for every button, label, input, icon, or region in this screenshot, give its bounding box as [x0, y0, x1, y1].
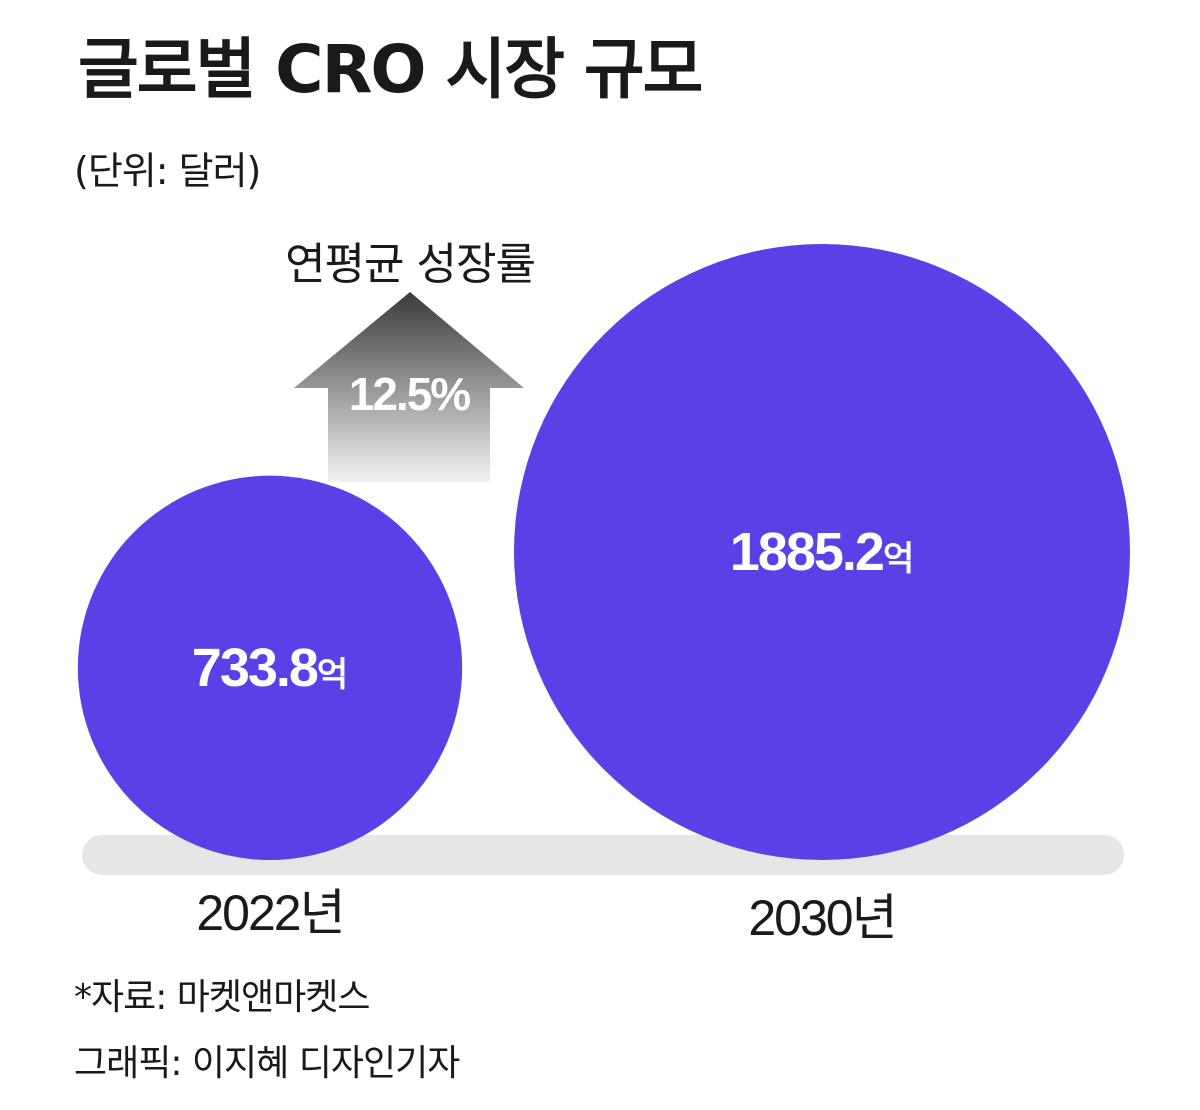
bubble-value-label: 1885.2억: [730, 522, 914, 582]
growth-arrow: [294, 292, 524, 482]
growth-rate-label: 연평균 성장률: [285, 239, 536, 290]
category-label: 2022년: [196, 885, 343, 941]
bubble-value-label: 733.8억: [192, 638, 348, 698]
bubble-0: [77, 475, 463, 860]
chart-title: 글로벌 CRO 시장 규모: [78, 31, 703, 108]
chart-unit-subtitle: (단위: 달러): [74, 149, 261, 193]
category-label: 2030년: [748, 890, 895, 946]
graphic-credit: 그래픽: 이지혜 디자인기자: [74, 1043, 460, 1084]
source-note: *자료: 마켓앤마켓스: [74, 977, 371, 1018]
bubble-1: [514, 244, 1130, 860]
growth-rate-value: 12.5%: [349, 368, 471, 420]
